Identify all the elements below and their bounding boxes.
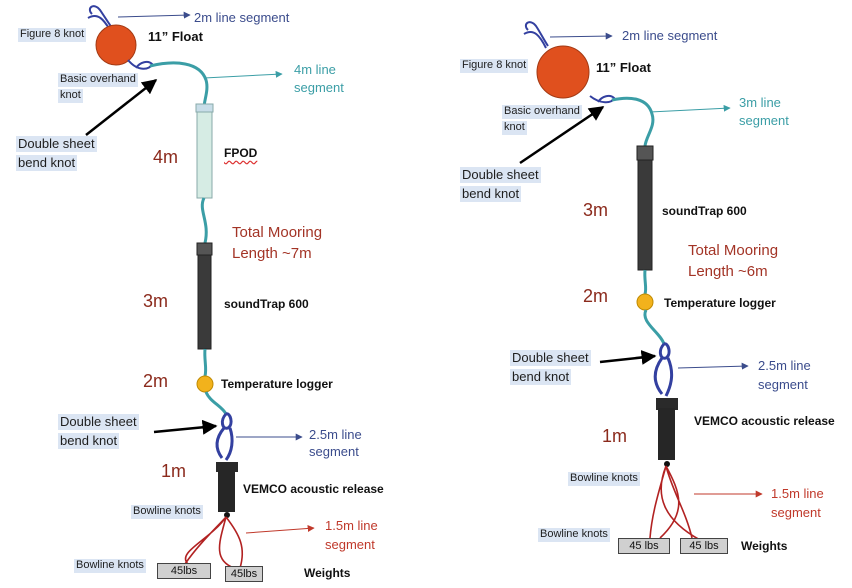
right-temperature-logger: [636, 293, 654, 311]
left-figure8-knot: [88, 5, 113, 29]
right-segment25-label-2: segment: [758, 377, 808, 392]
left-arrow-double-top: [85, 79, 158, 136]
right-vemco-label: VEMCO acoustic release: [694, 414, 835, 428]
left-seg-4m: 4m: [153, 147, 179, 167]
right-total-1: Total Mooring: [688, 242, 779, 259]
right-double-bottom-label-2: bend knot: [510, 369, 572, 386]
left-segment4-label-1: 4m line: [294, 62, 336, 77]
left-weights-label: Weights: [304, 566, 351, 580]
right-rope-2-5m: [653, 342, 674, 397]
left-soundtrap-label: soundTrap 600: [224, 297, 309, 311]
right-soundtrap-label: soundTrap 600: [662, 204, 747, 218]
left-top-segment-label: 2m line segment: [194, 10, 290, 25]
right-temp-label: Temperature logger: [664, 296, 776, 310]
left-bowline-label-a: Bowline knots: [131, 505, 203, 519]
right-rope-2m: [643, 269, 648, 295]
left-overhand-knot: [127, 59, 154, 70]
right-segment25-label-1: 2.5m line: [758, 358, 811, 373]
left-fpod: [196, 103, 213, 199]
left-overhand-label-2: knot: [58, 89, 83, 103]
left-double-top-label-1: Double sheet: [16, 136, 97, 153]
left-bowline-label-b: Bowline knots: [74, 559, 146, 573]
left-seg-2m: 2m: [143, 371, 169, 391]
right-soundtrap: [637, 145, 653, 271]
left-seg-3m: 3m: [143, 291, 169, 311]
right-bowline-ropes: [649, 465, 701, 541]
right-bowline-label-b: Bowline knots: [538, 528, 610, 542]
left-mooring: [87, 5, 244, 569]
right-seg-2m: 2m: [583, 286, 609, 306]
left-double-bottom-label-1: Double sheet: [58, 414, 139, 431]
left-rope-3m: [200, 197, 208, 244]
left-arrow-4m: [203, 70, 283, 79]
left-overhand-label-1: Basic overhand: [58, 73, 138, 87]
left-total-1: Total Mooring: [232, 224, 323, 241]
right-float-label: 11” Float: [596, 60, 651, 75]
right-bowline-label-a: Bowline knots: [568, 472, 640, 486]
left-seg-1m: 1m: [161, 461, 187, 481]
right-figure8-knot: [524, 21, 549, 47]
left-segment15-label-2: segment: [325, 537, 375, 552]
left-float: [95, 24, 137, 66]
left-rope-2m: [203, 348, 208, 377]
right-overhand-knot: [589, 94, 616, 104]
right-segment3-label-2: segment: [739, 113, 789, 128]
left-temperature-logger: [196, 375, 214, 393]
left-soundtrap: [197, 242, 212, 350]
right-overhand-label-1: Basic overhand: [502, 105, 582, 119]
left-temp-label: Temperature logger: [221, 377, 333, 391]
left-arrow-1-5m: [245, 524, 315, 534]
left-float-label: 11” Float: [148, 29, 203, 44]
right-rope-3m: [611, 96, 655, 147]
left-arrow-double-bottom: [153, 419, 218, 435]
left-vemco-label: VEMCO acoustic release: [243, 482, 384, 496]
right-arrow-2m: [549, 32, 613, 40]
left-segment25-label-1: 2.5m line: [309, 427, 362, 442]
left-rope-2-5m: [215, 412, 234, 461]
right-segment3-label-1: 3m line: [739, 95, 781, 110]
left-segment25-label-2: segment: [309, 444, 359, 459]
right-weight-2: 45 lbs: [680, 538, 728, 554]
left-figure8-label: Figure 8 knot: [18, 28, 87, 42]
right-weight-1: 45 lbs: [618, 538, 670, 554]
left-weight-1: 45lbs: [157, 563, 211, 579]
right-vemco-release: [656, 398, 678, 410]
right-arrow-3m: [649, 104, 731, 113]
right-arrow-double-top: [519, 105, 605, 165]
right-weights-label: Weights: [741, 539, 788, 553]
right-top-segment-label: 2m line segment: [622, 28, 718, 43]
left-arrow-2m: [117, 11, 191, 19]
right-segment15-label-2: segment: [771, 505, 821, 520]
left-weight-2: 45lbs: [225, 566, 263, 582]
right-figure8-label: Figure 8 knot: [460, 59, 529, 73]
right-seg-1m: 1m: [602, 426, 628, 446]
right-total-2: Length ~6m: [688, 263, 768, 280]
left-total-2: Length ~7m: [232, 245, 312, 262]
right-mooring: [523, 21, 701, 541]
left-segment4-label-2: segment: [294, 80, 344, 95]
right-arrow-double-bottom: [599, 350, 657, 365]
left-rope-4m: [149, 61, 209, 109]
left-vemco-release: [216, 462, 238, 472]
right-double-bottom-label-1: Double sheet: [510, 350, 591, 367]
left-fpod-label: FPOD: [224, 146, 258, 160]
right-overhand-label-2: knot: [502, 121, 527, 135]
left-segment15-label-1: 1.5m line: [325, 518, 378, 533]
right-double-top-label-2: bend knot: [460, 186, 522, 203]
right-seg-3m: 3m: [583, 200, 609, 220]
right-arrow-2-5m: [677, 362, 749, 370]
left-double-top-label-2: bend knot: [16, 155, 78, 172]
right-float: [536, 45, 590, 99]
left-double-bottom-label-2: bend knot: [58, 433, 120, 450]
left-bowline-ropes: [184, 516, 244, 569]
right-double-top-label-1: Double sheet: [460, 167, 541, 184]
right-segment15-label-1: 1.5m line: [771, 486, 824, 501]
